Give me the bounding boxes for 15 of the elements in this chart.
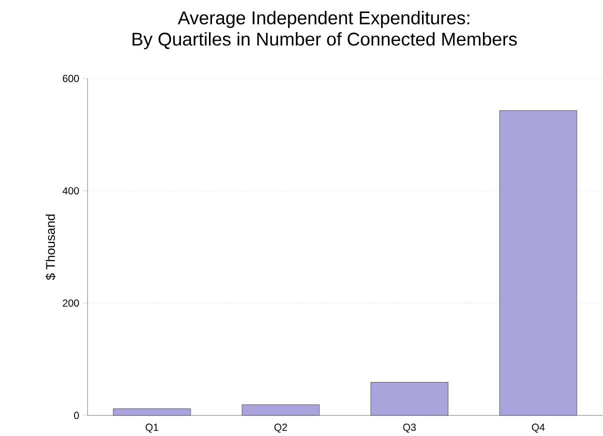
y-tick-label: 200 <box>62 300 79 307</box>
x-tick-label: Q1 <box>146 424 158 433</box>
y-tick-label: 600 <box>62 74 79 82</box>
bar <box>499 110 578 416</box>
bar <box>113 408 191 416</box>
y-tick-label: 400 <box>62 187 79 194</box>
chart-subtitle: By Quartiles in Number of Connected Members <box>132 32 517 50</box>
x-tick-label: Q2 <box>274 424 287 433</box>
x-tick-label: Q4 <box>532 424 545 433</box>
bar <box>242 404 320 416</box>
y-tick-label: 0 <box>74 412 79 420</box>
x-tick-label: Q3 <box>403 424 416 433</box>
y-axis-title: $ Thousand <box>46 214 56 280</box>
bar <box>370 382 448 416</box>
chart-title: Average Independent Expenditures: <box>178 10 470 28</box>
